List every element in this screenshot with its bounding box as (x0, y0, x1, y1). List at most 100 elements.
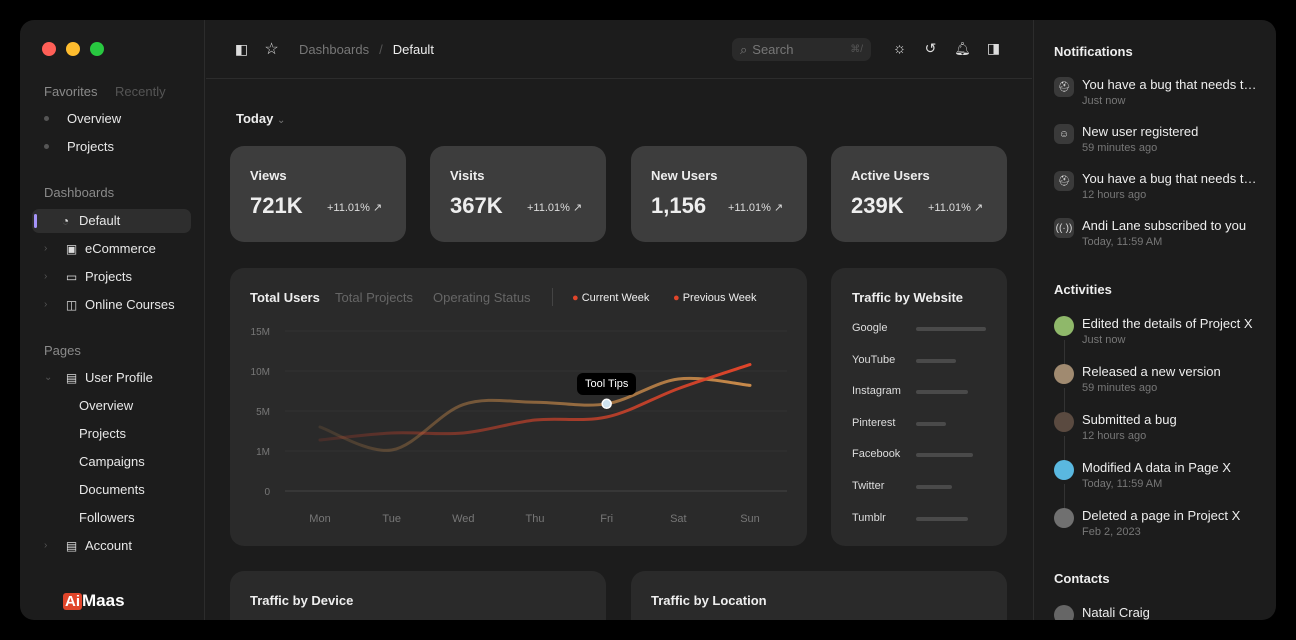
broadcast-icon: ((·)) (1054, 218, 1074, 238)
item-label: Overview (67, 111, 122, 126)
card-title: Traffic by Website (852, 290, 964, 305)
tab-total-users[interactable]: Total Users (250, 290, 320, 305)
contact-item[interactable]: Natali Craig (1054, 605, 1262, 620)
divider (552, 288, 553, 306)
x-tick-label: Thu (526, 513, 545, 525)
sidebar-item-user-profile[interactable]: ⌄ ▤ User Profile (44, 370, 153, 385)
sidebar-item-account[interactable]: › ▤ Account (44, 538, 132, 553)
id-card-icon: ▤ (65, 538, 78, 553)
activity-item[interactable]: Edited the details of Project X Just now (1054, 316, 1262, 346)
legend-dot: ● (572, 292, 579, 304)
avatar (1054, 364, 1074, 384)
x-tick-label: Tue (382, 513, 401, 525)
activity-text: Released a new version (1082, 364, 1221, 379)
sidebar-item-ecommerce[interactable]: › ▣ eCommerce (44, 241, 156, 256)
breadcrumb-dashboards[interactable]: Dashboards (299, 42, 370, 57)
site-bar (916, 453, 973, 458)
history-icon[interactable]: ↺ (924, 40, 937, 56)
item-label: User Profile (85, 370, 153, 385)
sidebar-subitem-followers[interactable]: Followers (79, 510, 135, 525)
notification-item[interactable]: ☺ New user registered 59 minutes ago (1054, 124, 1262, 154)
active-indicator (34, 214, 37, 228)
stat-change: +11.01% ↗ (928, 202, 984, 214)
avatar (1054, 605, 1074, 620)
item-label: Default (79, 213, 121, 228)
activity-text: Edited the details of Project X (1082, 316, 1253, 331)
activity-item[interactable]: Deleted a page in Project X Feb 2, 2023 (1054, 508, 1262, 538)
stat-value: 721K (250, 193, 303, 218)
sidebar-subitem-campaigns[interactable]: Campaigns (79, 454, 145, 469)
period-label: Today (236, 111, 274, 126)
tab-operating-status[interactable]: Operating Status (433, 290, 531, 305)
activity-time: Just now (1082, 334, 1126, 346)
close-window-button[interactable] (42, 42, 56, 56)
avatar (1054, 316, 1074, 336)
x-tick-label: Fri (600, 513, 613, 525)
search-icon: ⌕ (740, 41, 748, 57)
highlight-point[interactable] (601, 398, 612, 410)
theme-sun-icon[interactable]: ☼ (892, 40, 907, 57)
total-users-chart-card: Total Users Total Projects Operating Sta… (230, 268, 807, 546)
x-tick-label: Mon (309, 513, 330, 525)
period-dropdown[interactable]: Today ⌄ (236, 111, 285, 126)
stat-title: Visits (450, 168, 485, 183)
chevron-right-icon: › (44, 299, 48, 310)
x-tick-label: Wed (452, 513, 474, 525)
activity-text: Deleted a page in Project X (1082, 508, 1241, 523)
chevron-down-icon: ⌄ (276, 115, 286, 126)
tab-favorites[interactable]: Favorites (44, 84, 98, 99)
sidebar-subitem-documents[interactable]: Documents (79, 482, 145, 497)
sidebar-item-online-courses[interactable]: › ◫ Online Courses (44, 297, 175, 312)
dashboards-heading: Dashboards (44, 185, 115, 200)
star-icon[interactable]: ☆ (264, 40, 279, 58)
stat-card-new-users: New Users 1,156 +11.01% ↗ (631, 146, 807, 242)
sidebar-toggle-icon[interactable]: ◧ (234, 41, 249, 57)
site-bar (916, 421, 947, 426)
right-panel-toggle-icon[interactable]: ◨ (986, 40, 1001, 56)
sidebar-subitem-overview[interactable]: Overview (79, 398, 134, 413)
y-tick-label: 0 (264, 487, 270, 498)
sidebar-item-default[interactable]: ◔ Default (32, 209, 191, 233)
favorite-projects[interactable]: Projects (44, 139, 114, 154)
notification-item[interactable]: ⛑ You have a bug that needs to be fixed. 1… (1054, 171, 1262, 201)
contact-name: Natali Craig (1082, 605, 1150, 620)
favorite-overview[interactable]: Overview (44, 111, 121, 126)
notification-text: New user registered (1082, 124, 1199, 139)
y-tick-label: 15M (251, 327, 270, 338)
activity-time: 59 minutes ago (1082, 382, 1158, 394)
site-label: YouTube (852, 353, 896, 366)
bug-icon: ⛑ (1054, 77, 1074, 97)
trend-up-icon: ↗ (773, 202, 784, 214)
site-bar (916, 327, 986, 331)
site-label: Instagram (852, 385, 901, 398)
series-line-previous-week (318, 363, 752, 442)
folder-icon: ▭ (65, 269, 78, 284)
activity-time: 12 hours ago (1082, 430, 1147, 442)
tab-recently[interactable]: Recently (115, 84, 166, 99)
user-profile-icon: ▤ (65, 370, 78, 385)
traffic-by-location-card: Traffic by Location (631, 571, 1007, 620)
sidebar-subitem-projects[interactable]: Projects (79, 426, 126, 441)
activity-item[interactable]: Released a new version 59 minutes ago (1054, 364, 1262, 394)
contacts-heading: Contacts (1054, 571, 1110, 586)
notification-text: You have a bug that needs to be fixed. (1082, 77, 1262, 92)
activities-heading: Activities (1054, 282, 1112, 297)
site-bar (916, 390, 968, 395)
trend-up-icon: ↗ (572, 202, 583, 214)
minimize-window-button[interactable] (66, 42, 80, 56)
search-placeholder: Search (752, 42, 794, 57)
activity-item[interactable]: Modified A data in Page X Today, 11:59 AM (1054, 460, 1262, 490)
stat-card-views: Views 721K +11.01% ↗ (230, 146, 406, 242)
notification-item[interactable]: ((·)) Andi Lane subscribed to you Today, 1… (1054, 218, 1262, 248)
search-input[interactable]: ⌕ Search ⌘/ (732, 38, 871, 61)
activity-item[interactable]: Submitted a bug 12 hours ago (1054, 412, 1262, 442)
tab-total-projects[interactable]: Total Projects (335, 290, 414, 305)
notification-time: 59 minutes ago (1082, 142, 1158, 154)
maximize-window-button[interactable] (90, 42, 104, 56)
item-label: Online Courses (85, 297, 175, 312)
notification-item[interactable]: ⛑ You have a bug that needs to be fixed. J… (1054, 77, 1262, 107)
bell-icon[interactable]: 🔔︎ (954, 40, 971, 56)
stat-change: +11.01% ↗ (527, 202, 583, 214)
traffic-by-device-card: Traffic by Device (230, 571, 606, 620)
sidebar-item-projects[interactable]: › ▭ Projects (44, 269, 132, 284)
